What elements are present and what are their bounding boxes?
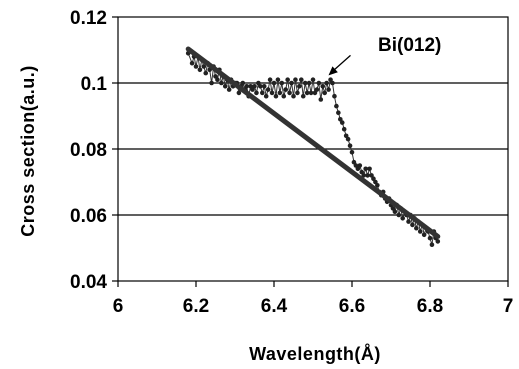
data-point [295, 90, 300, 96]
data-point [392, 209, 398, 214]
data-point [219, 80, 224, 86]
y-tick-label: 0.08 [70, 140, 107, 161]
data-point [236, 90, 242, 96]
data-point [410, 222, 415, 228]
data-point [254, 90, 259, 96]
data-point [308, 90, 314, 96]
data-point [345, 136, 351, 142]
annotation-arrowhead [328, 66, 338, 76]
data-point [324, 80, 329, 86]
data-point [361, 173, 367, 178]
x-axis-title: Wavelength(Å) [249, 344, 381, 364]
x-axis-ticks: 6 6.2 6.4 6.6 6.8 7 [113, 281, 514, 317]
annotation-arrow [332, 54, 351, 72]
data-point [334, 103, 339, 109]
y-tick-label: 0.12 [70, 8, 107, 29]
data-point [375, 183, 380, 188]
data-point [273, 93, 279, 99]
data-point [289, 80, 294, 86]
data-point [336, 110, 341, 115]
data-point [193, 64, 199, 69]
data-point [269, 90, 275, 96]
data-point [304, 90, 310, 96]
data-point [201, 64, 207, 69]
data-point [326, 87, 331, 92]
y-tick-label: 0.04 [70, 272, 107, 293]
annotation: Bi(012) [328, 35, 441, 76]
data-point [285, 77, 290, 82]
gridlines [118, 82, 508, 216]
annotation-label: Bi(012) [378, 35, 441, 56]
series-layer [185, 46, 441, 247]
data-point [367, 166, 372, 172]
data-point [357, 163, 363, 168]
data-point [310, 77, 316, 82]
data-point [320, 84, 326, 89]
x-tick-label: 6 [113, 296, 124, 317]
data-point [400, 216, 406, 221]
data-point [277, 90, 283, 96]
data-point [258, 84, 263, 89]
data-point [260, 90, 265, 96]
data-point [263, 93, 269, 99]
data-point [281, 93, 287, 99]
y-tick-label: 0.06 [70, 206, 107, 227]
data-point [291, 93, 296, 99]
x-tick-label: 6.4 [261, 296, 288, 317]
data-point [316, 80, 322, 86]
data-point [279, 80, 285, 86]
data-point [341, 126, 347, 132]
data-point [271, 80, 277, 86]
data-point [244, 84, 249, 89]
data-point [300, 93, 306, 99]
x-tick-label: 6.6 [339, 296, 365, 317]
data-point [189, 60, 195, 66]
data-point [429, 242, 435, 247]
data-point [302, 80, 308, 86]
y-axis-title: Cross section(a.u.) [18, 65, 38, 237]
data-point [365, 173, 370, 178]
data-point [363, 166, 368, 172]
data-point [203, 70, 209, 76]
x-tick-label: 6.2 [183, 296, 209, 317]
data-point [293, 77, 298, 82]
data-point [347, 143, 353, 148]
data-point [396, 212, 402, 218]
data-point [197, 67, 203, 73]
y-axis-ticks: 0.04 0.06 0.08 0.1 0.12 [70, 8, 118, 293]
data-point [332, 93, 337, 99]
y-tick-label: 0.1 [81, 74, 108, 95]
data-point [240, 80, 246, 86]
data-point [322, 90, 328, 96]
data-point [421, 232, 427, 238]
data-point [417, 229, 423, 234]
data-point [406, 219, 411, 224]
data-point [414, 225, 419, 231]
data-point [275, 77, 281, 82]
data-point [287, 90, 292, 96]
series-reference-line [185, 46, 441, 239]
x-tick-label: 7 [503, 296, 514, 317]
data-point [330, 80, 335, 86]
data-point [299, 77, 304, 82]
data-point [339, 120, 345, 125]
data-point [349, 150, 355, 155]
x-tick-label: 6.8 [417, 296, 443, 317]
data-point [267, 77, 273, 82]
data-point [261, 84, 267, 89]
data-point [265, 87, 271, 92]
data-point [318, 97, 324, 102]
data-point [297, 84, 302, 89]
data-point [283, 87, 289, 92]
data-point [306, 80, 312, 86]
data-point [222, 84, 228, 89]
data-point [252, 84, 257, 89]
data-point [209, 80, 214, 86]
data-point [427, 235, 433, 241]
data-point [226, 87, 232, 92]
data-point [435, 239, 441, 244]
data-point [215, 77, 220, 82]
data-point [314, 87, 320, 92]
